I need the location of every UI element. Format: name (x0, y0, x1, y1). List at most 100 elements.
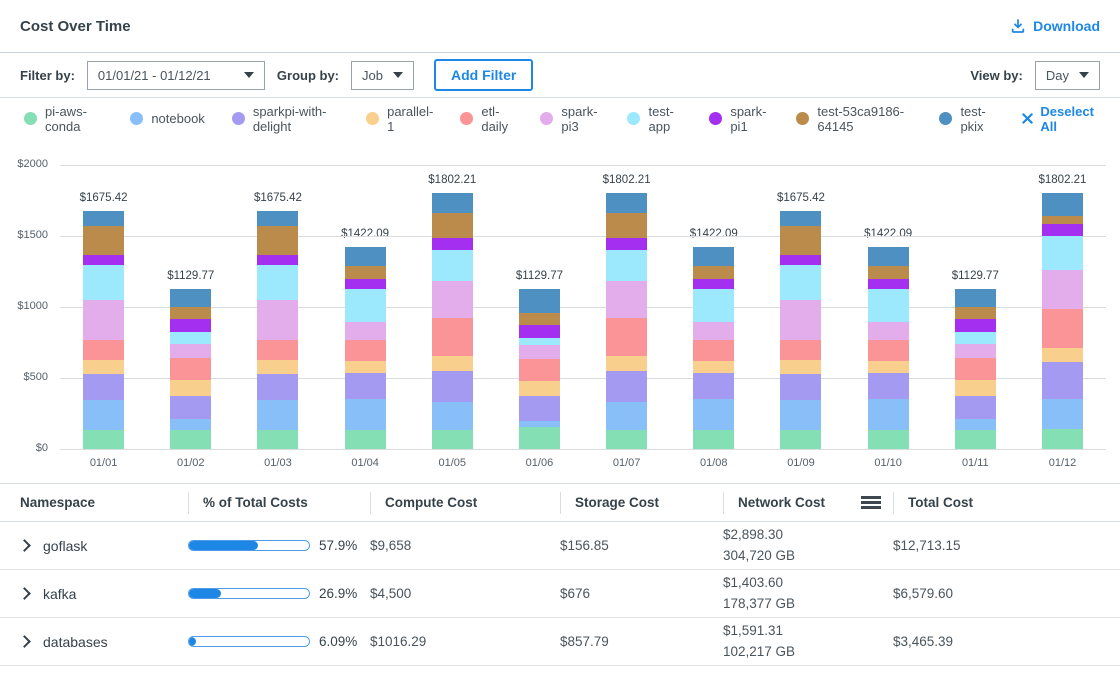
legend-item-notebook[interactable]: notebook (130, 111, 205, 126)
bar-segment-spark-pi3[interactable] (344, 321, 386, 340)
bar-segment-spark-pi3[interactable] (257, 299, 299, 341)
bar-segment-sparkpi-with-delight[interactable] (693, 373, 735, 400)
column-header-namespace[interactable]: Namespace (20, 495, 96, 510)
group-by-select[interactable]: Job (351, 60, 414, 90)
column-header-percent[interactable]: % of Total Costs (188, 491, 370, 514)
bar-segment-parallel-1[interactable] (780, 359, 822, 374)
bar-segment-test-pkix[interactable] (83, 211, 125, 227)
bar-segment-parallel-1[interactable] (170, 379, 212, 396)
bar-segment-spark-pi3[interactable] (83, 299, 125, 341)
legend-item-test-53ca9186-64145[interactable]: test-53ca9186-64145 (796, 104, 912, 134)
column-header-network[interactable]: Network Cost (723, 491, 893, 514)
column-header-total[interactable]: Total Cost (893, 491, 1100, 514)
bar-segment-spark-pi1[interactable] (1041, 224, 1083, 236)
bar-segment-sparkpi-with-delight[interactable] (170, 395, 212, 419)
date-range-select[interactable]: 01/01/21 - 01/12/21 (86, 60, 265, 90)
legend-item-test-app[interactable]: test-app (627, 104, 682, 134)
bar-segment-test-53ca9186-64145[interactable] (1041, 216, 1083, 225)
bar-segment-spark-pi3[interactable] (954, 343, 996, 358)
bar-segment-test-pkix[interactable] (170, 288, 212, 308)
bar-segment-test-app[interactable] (606, 249, 648, 282)
bar-segment-sparkpi-with-delight[interactable] (257, 373, 299, 401)
bar-segment-spark-pi1[interactable] (170, 318, 212, 333)
bar-segment-etl-daily[interactable] (954, 357, 996, 380)
bar-segment-pi-aws-conda[interactable] (518, 426, 560, 449)
bar-stack[interactable] (867, 247, 909, 449)
bar-segment-parallel-1[interactable] (431, 355, 473, 371)
bar-segment-spark-pi1[interactable] (867, 278, 909, 290)
bar-segment-spark-pi3[interactable] (170, 343, 212, 358)
bar-segment-pi-aws-conda[interactable] (606, 430, 648, 449)
bar-segment-test-53ca9186-64145[interactable] (693, 265, 735, 279)
bar-segment-test-53ca9186-64145[interactable] (431, 212, 473, 238)
bar-segment-spark-pi3[interactable] (431, 281, 473, 318)
chevron-right-icon[interactable] (18, 635, 31, 648)
bar-segment-notebook[interactable] (1041, 399, 1083, 430)
legend-item-parallel-1[interactable]: parallel-1 (366, 104, 433, 134)
bar-segment-etl-daily[interactable] (606, 317, 648, 356)
bar-segment-spark-pi3[interactable] (606, 281, 648, 318)
bar-segment-notebook[interactable] (83, 400, 125, 430)
menu-icon[interactable] (861, 496, 881, 509)
bar-segment-notebook[interactable] (693, 399, 735, 431)
bar-segment-test-53ca9186-64145[interactable] (344, 265, 386, 279)
bar-segment-test-pkix[interactable] (867, 247, 909, 266)
bar-segment-test-app[interactable] (780, 265, 822, 300)
legend-item-test-pkix[interactable]: test-pkix (939, 104, 995, 134)
bar-segment-pi-aws-conda[interactable] (344, 430, 386, 449)
bar-segment-etl-daily[interactable] (344, 339, 386, 361)
view-by-select[interactable]: Day (1034, 60, 1100, 90)
bar-segment-sparkpi-with-delight[interactable] (867, 373, 909, 400)
bar-segment-test-app[interactable] (257, 265, 299, 300)
legend-item-spark-pi1[interactable]: spark-pi1 (709, 104, 769, 134)
bar-stack[interactable] (954, 288, 996, 449)
bar-segment-pi-aws-conda[interactable] (83, 429, 125, 449)
bar-segment-spark-pi3[interactable] (693, 321, 735, 340)
bar-segment-etl-daily[interactable] (518, 359, 560, 381)
bar-segment-spark-pi3[interactable] (1041, 269, 1083, 309)
add-filter-button[interactable]: Add Filter (433, 59, 534, 91)
bar-segment-test-pkix[interactable] (693, 247, 735, 266)
bar-stack[interactable] (518, 288, 560, 449)
bar-segment-notebook[interactable] (518, 420, 560, 427)
download-button[interactable]: Download (1010, 18, 1100, 34)
bar-segment-spark-pi1[interactable] (518, 325, 560, 339)
bar-segment-test-app[interactable] (867, 289, 909, 322)
bar-stack[interactable] (257, 211, 299, 449)
bar-segment-etl-daily[interactable] (83, 340, 125, 360)
bar-segment-etl-daily[interactable] (431, 317, 473, 356)
bar-segment-spark-pi3[interactable] (518, 345, 560, 360)
bar-stack[interactable] (780, 211, 822, 449)
bar-segment-etl-daily[interactable] (257, 340, 299, 360)
bar-segment-notebook[interactable] (431, 402, 473, 431)
bar-segment-test-pkix[interactable] (344, 247, 386, 266)
bar-segment-spark-pi1[interactable] (954, 318, 996, 333)
bar-segment-test-app[interactable] (83, 265, 125, 300)
bar-segment-etl-daily[interactable] (693, 339, 735, 361)
bar-segment-sparkpi-with-delight[interactable] (606, 370, 648, 403)
bar-segment-spark-pi1[interactable] (431, 237, 473, 250)
bar-stack[interactable] (170, 288, 212, 449)
bar-segment-spark-pi1[interactable] (780, 254, 822, 266)
bar-segment-notebook[interactable] (344, 399, 386, 431)
bar-segment-notebook[interactable] (257, 400, 299, 430)
bar-segment-pi-aws-conda[interactable] (1041, 429, 1083, 449)
bar-segment-test-53ca9186-64145[interactable] (606, 212, 648, 238)
bar-segment-notebook[interactable] (606, 402, 648, 431)
bar-segment-test-53ca9186-64145[interactable] (954, 307, 996, 319)
bar-segment-pi-aws-conda[interactable] (954, 430, 996, 449)
bar-segment-pi-aws-conda[interactable] (867, 430, 909, 449)
bar-segment-spark-pi1[interactable] (693, 278, 735, 290)
bar-segment-test-pkix[interactable] (518, 288, 560, 313)
bar-segment-test-app[interactable] (954, 332, 996, 344)
bar-segment-test-pkix[interactable] (954, 288, 996, 308)
column-header-compute[interactable]: Compute Cost (370, 491, 560, 514)
bar-segment-pi-aws-conda[interactable] (693, 430, 735, 449)
bar-segment-sparkpi-with-delight[interactable] (518, 396, 560, 421)
column-header-storage[interactable]: Storage Cost (560, 491, 723, 514)
bar-segment-sparkpi-with-delight[interactable] (83, 373, 125, 401)
bar-segment-notebook[interactable] (954, 418, 996, 431)
bar-segment-sparkpi-with-delight[interactable] (1041, 361, 1083, 400)
bar-segment-pi-aws-conda[interactable] (780, 429, 822, 449)
bar-segment-parallel-1[interactable] (257, 359, 299, 374)
